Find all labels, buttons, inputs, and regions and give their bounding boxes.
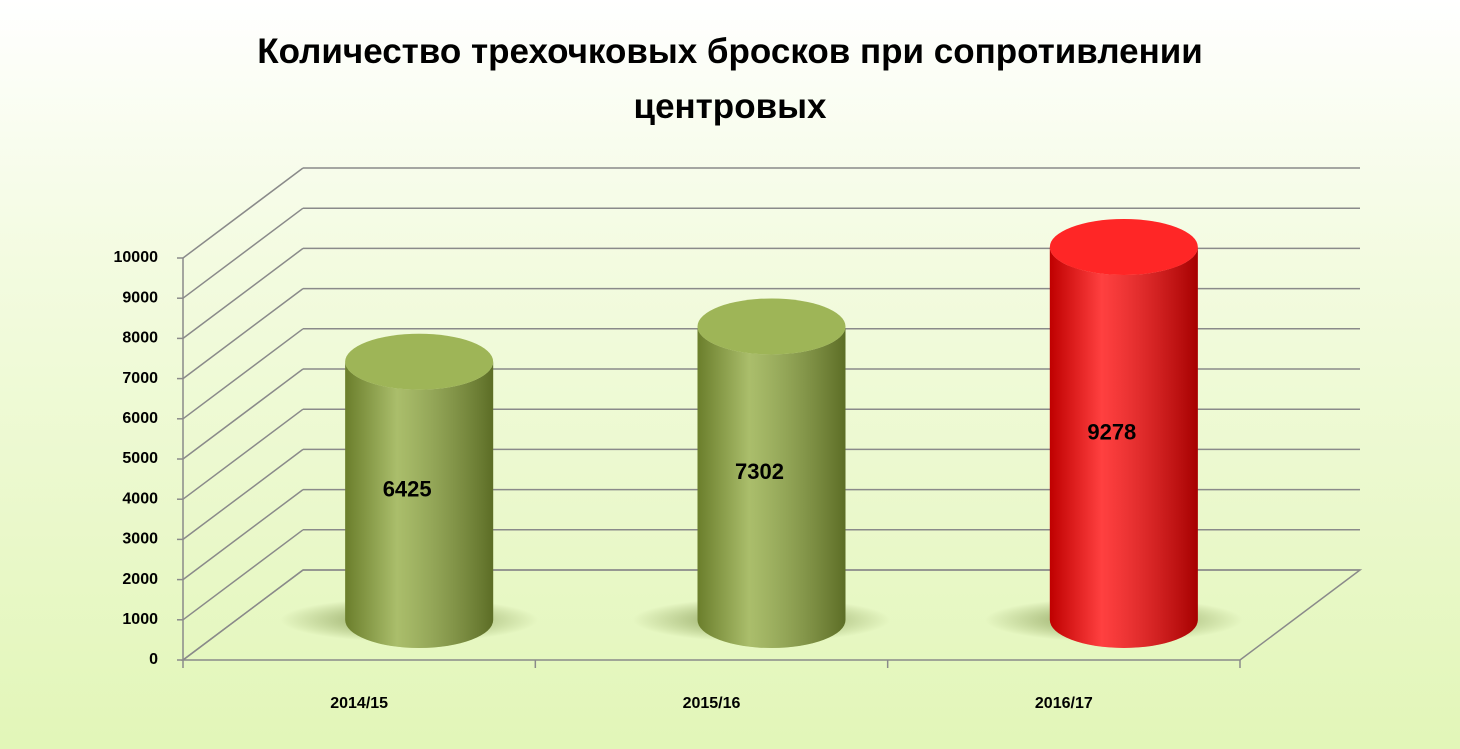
chart-title: Количество трехочковых бросков при сопро… (257, 32, 1203, 126)
bar-shade (697, 326, 846, 649)
y-tick-label: 2000 (122, 571, 158, 588)
grid-line (182, 207, 304, 299)
y-tick-label: 10000 (114, 249, 159, 266)
y-tick-label: 6000 (122, 410, 158, 427)
grid-line (182, 569, 304, 661)
grid-line (182, 247, 304, 339)
bar-top-shade (697, 298, 846, 355)
y-tick-label: 8000 (122, 330, 158, 347)
grid-line (182, 368, 304, 460)
bar-top (345, 333, 494, 390)
bar-top-shade (345, 333, 494, 390)
bar-top (1049, 219, 1198, 276)
value-label: 9278 (1087, 419, 1136, 444)
bar-shade (1049, 247, 1198, 648)
x-tick-label: 2015/16 (683, 695, 741, 712)
grid-line (182, 448, 304, 541)
value-label: 6425 (383, 477, 432, 502)
bar-top (697, 298, 846, 355)
y-tick-label: 9000 (122, 289, 158, 306)
grid-line (182, 328, 304, 420)
y-tick-label: 5000 (122, 450, 158, 467)
x-tick-label: 2014/15 (330, 695, 388, 712)
y-tick-label: 0 (149, 651, 158, 668)
grid-line (182, 529, 304, 621)
bar-shade (345, 361, 494, 649)
x-tick-label: 2016/17 (1035, 695, 1093, 712)
y-tick-label: 7000 (122, 370, 158, 387)
bar-top-shade (1049, 219, 1198, 276)
grid-line (182, 408, 304, 500)
y-tick-label: 1000 (122, 611, 158, 628)
value-label: 7302 (735, 459, 784, 484)
grid-line (182, 167, 304, 259)
y-tick-label: 4000 (122, 490, 158, 507)
grid-line (182, 489, 304, 581)
grid-line (182, 288, 304, 380)
y-tick-label: 3000 (122, 531, 158, 548)
